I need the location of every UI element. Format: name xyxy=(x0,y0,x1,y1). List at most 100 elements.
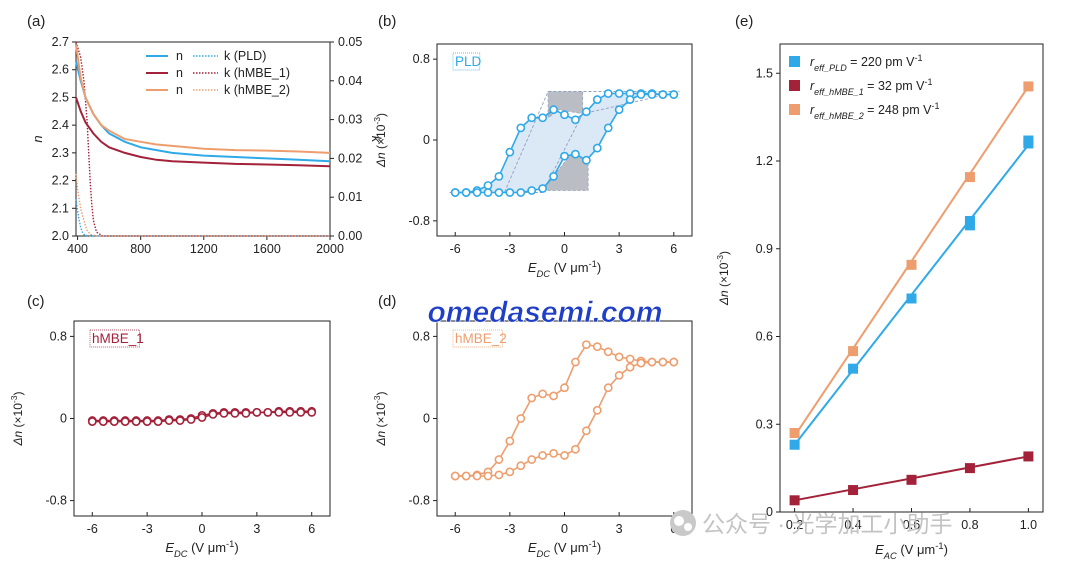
panel-a-ytick-label: 2.6 xyxy=(52,63,69,77)
panel-c-lower-point xyxy=(142,417,152,426)
panel-c-lower-point xyxy=(153,417,163,426)
panel-e-point-1 xyxy=(964,463,975,474)
panel-a-ytick-label: 2.1 xyxy=(52,201,69,215)
panel-b-upper-point xyxy=(603,89,613,98)
panel-c-tag: hMBE_1 xyxy=(92,331,144,346)
panel-c-lower-point xyxy=(164,416,174,425)
panel-d-frame xyxy=(436,320,693,517)
panel-a-xtick-label: 2000 xyxy=(316,242,344,256)
panel-d-upper-point xyxy=(603,347,613,357)
panel-c-lower-point xyxy=(175,416,185,425)
wechat-label: 公众号 · 光学加工小助手 xyxy=(702,511,952,537)
panel-e-point-1 xyxy=(1023,451,1034,462)
panel-c-lower-point xyxy=(230,408,240,418)
panel-e-point-0 xyxy=(906,293,917,304)
panel-d-lower-point xyxy=(603,383,613,393)
panel-d-upper-point xyxy=(516,414,526,423)
panel-d-lower-point xyxy=(461,471,471,481)
panel-c-xlabel: EDC (V μm-1) xyxy=(165,539,238,559)
panel-c-lower-point xyxy=(87,417,97,426)
panel-e-ytick-label: 1.2 xyxy=(756,154,773,168)
panel-b-lower-point xyxy=(669,90,679,99)
panel-e-point-2 xyxy=(789,428,800,439)
panel-c-lower-point xyxy=(120,417,130,426)
panel-c-lower-point xyxy=(186,415,196,424)
panel-b-xtick-label: 0 xyxy=(561,242,568,256)
panel-c-ylabel: Δn (×10-3) xyxy=(9,391,25,446)
panel-d-tag-box xyxy=(452,329,503,348)
panel-e-ytick-label: 0.9 xyxy=(756,242,773,256)
panel-e-xlabel: EAC (V μm-1) xyxy=(875,541,948,561)
panel-b-lower-point xyxy=(549,171,558,181)
panel-d-tag: hMBE_2 xyxy=(455,331,507,346)
panel-d-upper-point xyxy=(581,340,591,350)
panel-c-lower-point xyxy=(296,407,306,417)
panel-b-lower-point xyxy=(538,184,548,193)
panel-b-lower-point xyxy=(527,186,537,195)
panel-c-xtick-label: -3 xyxy=(142,522,153,536)
panel-b-lower-point xyxy=(581,155,591,165)
panel-a-frame xyxy=(75,41,331,237)
panel-a-ytick-label: 2.2 xyxy=(52,174,69,188)
panel-d-upper-point xyxy=(494,455,504,464)
panel-a-n-series-0 xyxy=(75,61,331,163)
panel-b-tag: PLD xyxy=(455,54,482,69)
panel-b-upper-point xyxy=(483,181,493,190)
panel-b-lower-point xyxy=(505,188,515,197)
panel-c-xtick-label: 3 xyxy=(253,522,260,536)
panel-b-upper-point xyxy=(571,115,580,125)
panel-a-k-series-0 xyxy=(75,199,330,237)
panel-b-lower-point xyxy=(483,188,493,197)
panel-c-ytick-label: 0 xyxy=(60,412,67,426)
panel-c-lower-point xyxy=(219,408,229,418)
panel-a-y2tick-label: 0.05 xyxy=(338,35,362,49)
panel-b-ytick-label: -0.8 xyxy=(408,214,430,228)
panel-b-lower-point xyxy=(472,188,482,197)
panel-c-xtick-label: 0 xyxy=(199,522,206,536)
panel-c-lower-point xyxy=(98,417,108,426)
panel-e-xtick-label: 0.8 xyxy=(961,518,978,532)
panel-d-lower-point xyxy=(592,405,602,415)
panel-a-y2tick-label: 0.00 xyxy=(338,229,362,243)
panel-b-xtick-label: 3 xyxy=(616,242,623,256)
panel-b-lower-point xyxy=(461,188,471,197)
panel-e-ytick-label: 0.3 xyxy=(756,417,773,431)
panel-a-xtick-label: 800 xyxy=(130,242,151,256)
panel-c-lower-point xyxy=(263,407,273,417)
panel-label-c: (c) xyxy=(27,293,45,310)
panel-b-lower-point xyxy=(450,188,460,197)
panel-d-ylabel: Δn (×10-3) xyxy=(372,391,388,446)
panel-d-lower-point xyxy=(505,467,515,477)
panel-d-lower-point xyxy=(614,370,624,380)
panel-e-xtick-label: 0.4 xyxy=(844,518,861,532)
panel-a-n-series-1 xyxy=(75,97,331,168)
panel-c-lower-point xyxy=(285,407,295,417)
panel-a-xtick-label: 1600 xyxy=(253,242,281,256)
panel-a-ytick-label: 2.4 xyxy=(52,118,69,132)
panel-d-lower-point xyxy=(527,455,537,464)
panel-c-lower-point xyxy=(208,409,218,419)
panel-c-lower-point xyxy=(197,413,207,422)
panel-e-point-2 xyxy=(964,172,975,183)
panel-a-y2tick-label: 0.02 xyxy=(338,151,362,165)
panel-b-ylabel: Δn (×10-3) xyxy=(372,113,388,168)
panel-d-lower-point xyxy=(483,471,493,481)
panel-c-lower-point xyxy=(274,407,284,417)
panel-b-upper-point xyxy=(494,171,504,181)
panel-a-y2tick-label: 0.03 xyxy=(338,113,362,127)
panel-d-lower-point xyxy=(647,357,657,367)
panel-d-ytick-label: 0.8 xyxy=(413,329,430,343)
panel-b-lower-point xyxy=(603,123,613,133)
panel-a-ytick-label: 2.3 xyxy=(52,146,69,160)
panel-d-lower-point xyxy=(472,471,482,481)
panel-d-lower-point xyxy=(625,362,635,372)
panel-b-upper-point xyxy=(538,113,548,123)
panel-d-upper-point xyxy=(538,389,548,399)
panel-e-xtick-label: 1.0 xyxy=(1020,518,1037,532)
panel-c-xtick-label: 6 xyxy=(308,522,315,536)
panel-e-point-0 xyxy=(1023,135,1034,146)
panel-e-legend-label: reff_hMBE_1 = 32 pm V-1 xyxy=(810,77,933,97)
panel-a-legend-k-label: k (PLD) xyxy=(224,49,266,63)
